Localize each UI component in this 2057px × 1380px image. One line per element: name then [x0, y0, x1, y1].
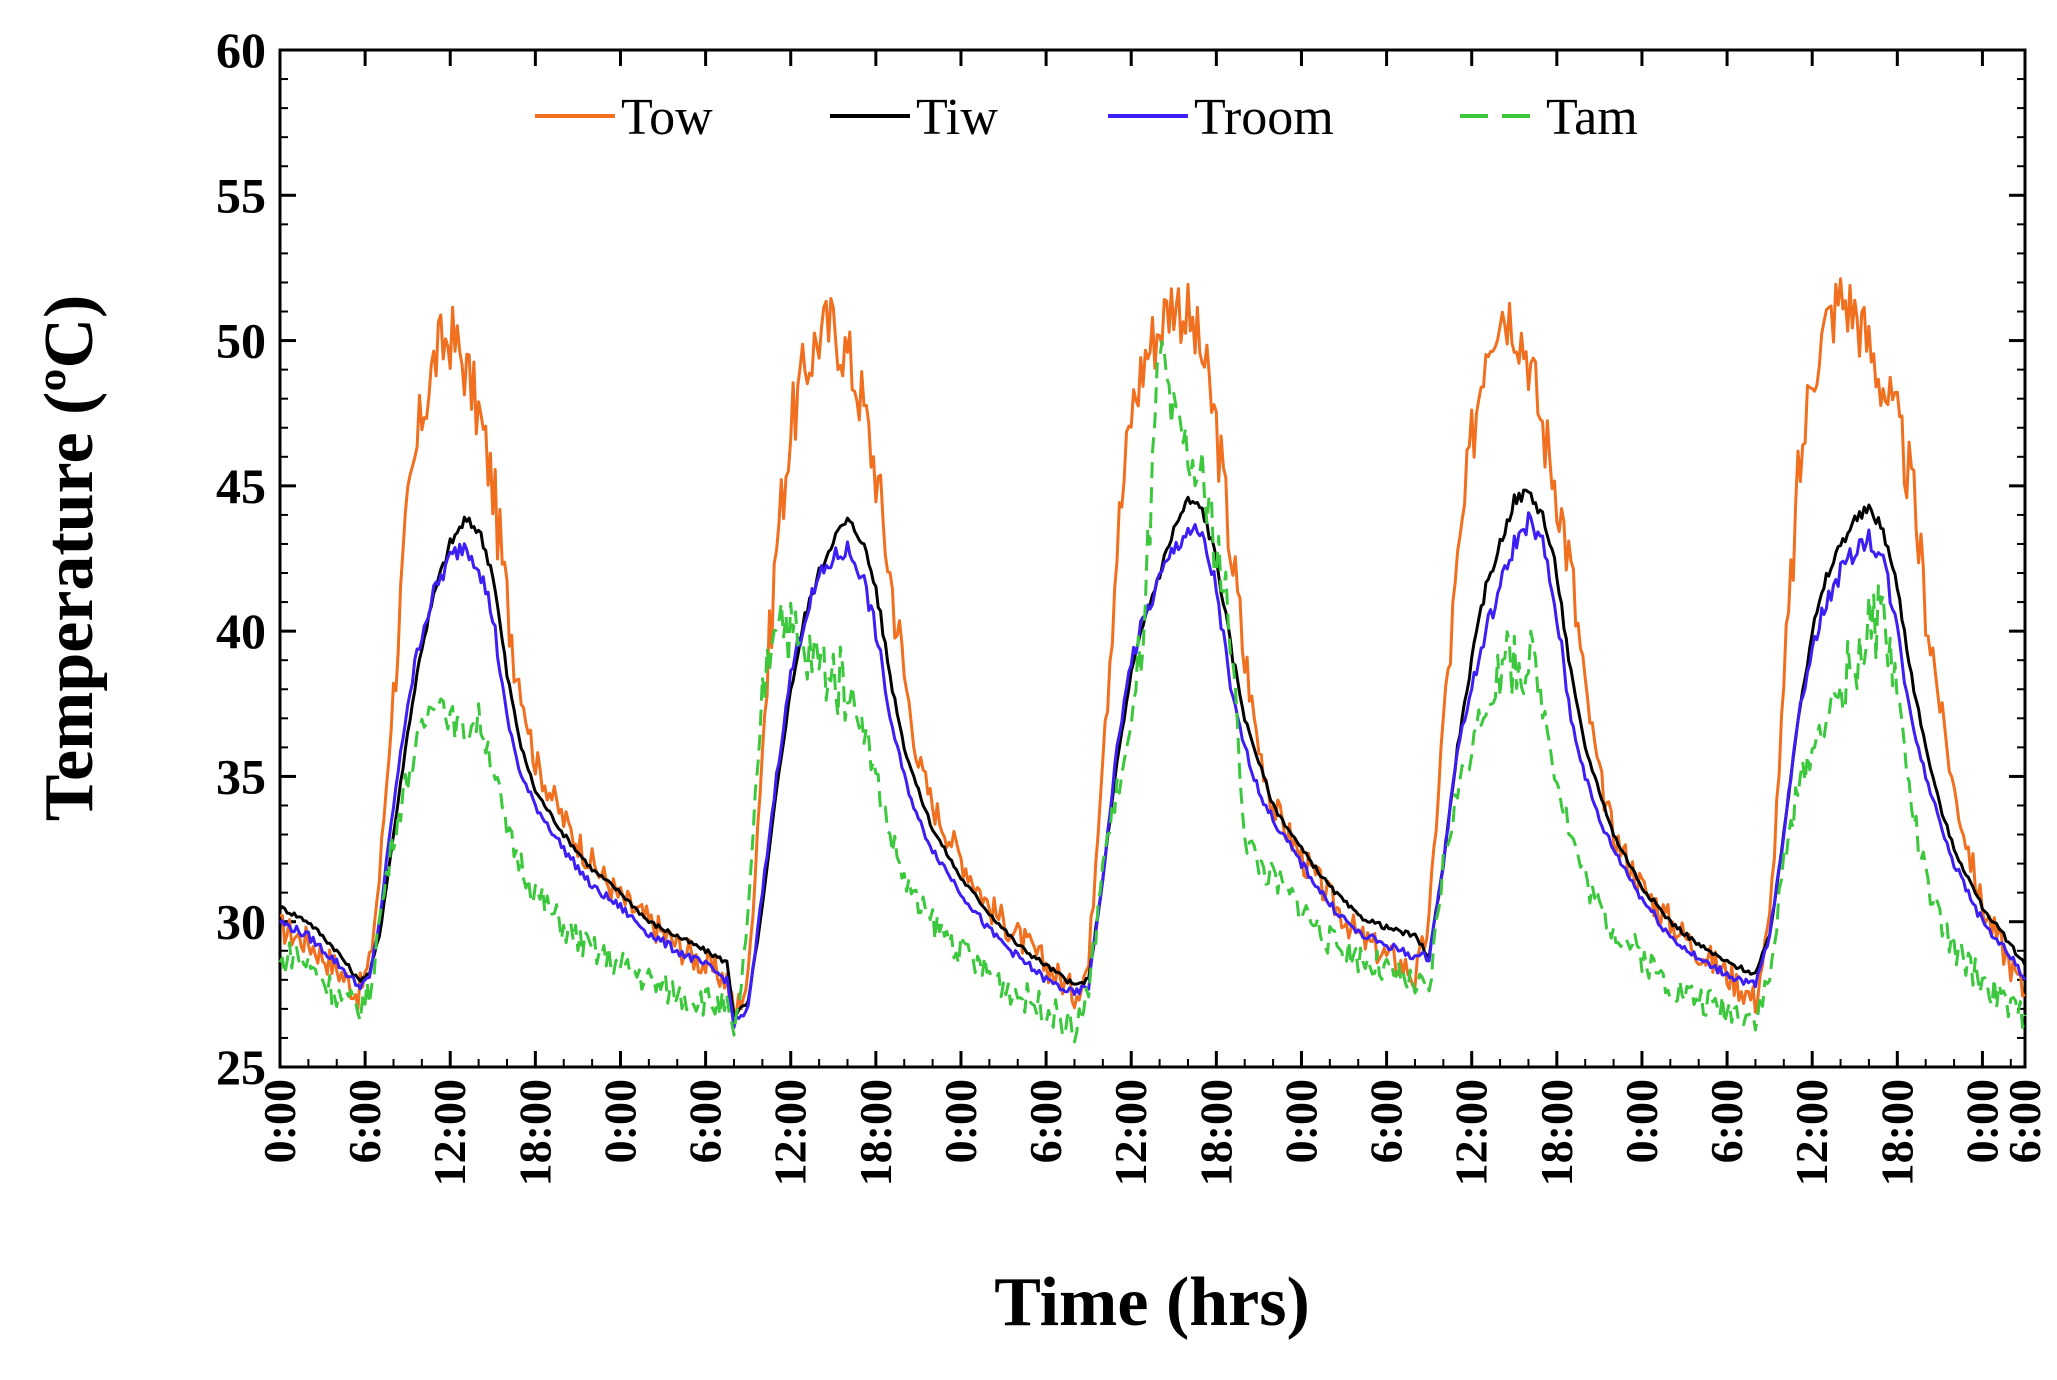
x-tick-label: 18:00 [1871, 1079, 1922, 1186]
legend-label-tow: Tow [621, 89, 713, 146]
y-tick-label: 55 [216, 167, 266, 223]
plot-area [278, 48, 2027, 1069]
legend-label-tiw: Tiw [916, 89, 998, 146]
x-tick-label: 18:00 [1190, 1079, 1241, 1186]
x-tick-label: 0:00 [254, 1079, 305, 1163]
x-tick-label: 12:00 [424, 1079, 475, 1186]
x-tick-label: 0:00 [1616, 1079, 1667, 1163]
x-tick-label: 18:00 [509, 1079, 560, 1186]
y-tick-label: 45 [216, 458, 266, 514]
x-tick-label: 12:00 [765, 1079, 816, 1186]
x-tick-label: 6:00 [680, 1079, 731, 1163]
y-axis-title: Temperature (ºC) [31, 295, 108, 822]
x-tick-label: 0:00 [1275, 1079, 1326, 1163]
x-tick-label: 6:00 [1999, 1079, 2050, 1163]
y-tick-label: 25 [216, 1039, 266, 1095]
x-tick-label: 6:00 [339, 1079, 390, 1163]
x-tick-label: 0:00 [1956, 1079, 2007, 1163]
x-axis: 0:00 6:00 12:00 18:00 0:00 6:00 12:00 18:00 0:00… [254, 50, 2050, 1186]
x-tick-label: 18:00 [1531, 1079, 1582, 1186]
x-tick-label: 0:00 [935, 1079, 986, 1163]
series-line-troom [279, 511, 2027, 1029]
series-line-tam [278, 340, 2027, 1044]
series-line-tiw [278, 488, 2027, 1018]
y-tick-label: 50 [216, 313, 266, 369]
y-tick-label: 40 [216, 603, 266, 659]
legend-label-tam: Tam [1546, 89, 1638, 146]
y-tick-label: 60 [216, 22, 266, 78]
x-tick-label: 12:00 [1786, 1079, 1837, 1186]
x-tick-label: 12:00 [1446, 1079, 1497, 1186]
y-tick-label: 30 [216, 894, 266, 950]
legend: Tow Tiw Troom Tam [535, 89, 1638, 146]
x-axis-title: Time (hrs) [994, 1264, 1310, 1341]
series-line-tow [279, 277, 2026, 1016]
x-tick-label: 6:00 [1020, 1079, 1071, 1163]
series-lines [278, 277, 2027, 1044]
x-tick-label: 0:00 [594, 1079, 645, 1163]
x-tick-label: 18:00 [850, 1079, 901, 1186]
x-tick-label: 12:00 [1105, 1079, 1156, 1186]
y-tick-label: 35 [216, 748, 266, 804]
x-tick-label: 6:00 [1701, 1079, 1752, 1163]
legend-label-troom: Troom [1194, 89, 1334, 146]
x-tick-label: 6:00 [1361, 1079, 1412, 1163]
y-axis: 25 30 35 40 45 50 55 60 [216, 22, 2025, 1095]
